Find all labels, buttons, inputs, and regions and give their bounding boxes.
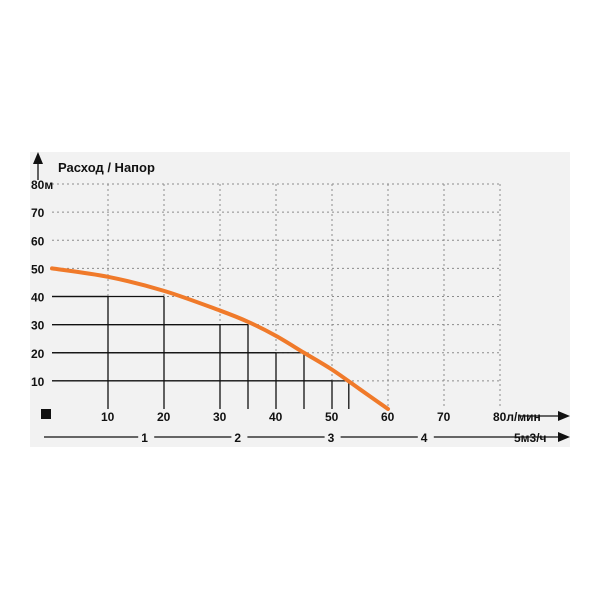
y-tick-label: 40 — [31, 291, 45, 305]
origin-marker — [41, 409, 51, 419]
operating-point-lines — [52, 295, 350, 409]
secondary-x-tick-gap — [324, 429, 341, 445]
y-axis-arrow — [33, 152, 43, 164]
y-tick-label: 60 — [31, 234, 45, 248]
secondary-x-tick-gap — [417, 429, 434, 445]
labels: Расход / Напор 10 20 30 40 50 60 70 80м 10 20 30 40… — [31, 160, 547, 445]
series — [50, 266, 390, 411]
y-tick-label: 30 — [31, 319, 45, 333]
secondary-x-axis-arrow — [558, 432, 570, 442]
x-tick-label: 30 — [213, 410, 227, 424]
y-tick-label: 10 — [31, 375, 45, 389]
secondary-x-tick-label: 1 — [141, 431, 148, 445]
x-axis-arrow — [558, 411, 570, 421]
secondary-x-tick-label: 3 — [328, 431, 335, 445]
y-tick-label: 20 — [31, 347, 45, 361]
x-tick-label: 10 — [101, 410, 115, 424]
x-tick-label: 60 — [381, 410, 395, 424]
chart-title: Расход / Напор — [58, 160, 155, 175]
chart-background — [30, 152, 570, 447]
secondary-x-tick-label: 5м3/ч — [514, 431, 547, 445]
x-tick-label: 20 — [157, 410, 171, 424]
secondary-x-tick-gap — [138, 429, 155, 445]
x-tick-label: 50 — [325, 410, 339, 424]
pump-curve-line — [50, 266, 390, 411]
secondary-x-tick-label: 2 — [234, 431, 241, 445]
axes — [33, 152, 570, 445]
y-tick-label: 50 — [31, 262, 45, 276]
secondary-x-tick-gap — [231, 429, 248, 445]
secondary-x-tick-label: 4 — [421, 431, 428, 445]
x-tick-label: 40 — [269, 410, 283, 424]
y-tick-label: 70 — [31, 206, 45, 220]
y-tick-label: 80м — [31, 178, 53, 192]
x-tick-label: 70 — [437, 410, 451, 424]
x-tick-label: 80л/мин — [493, 410, 541, 424]
